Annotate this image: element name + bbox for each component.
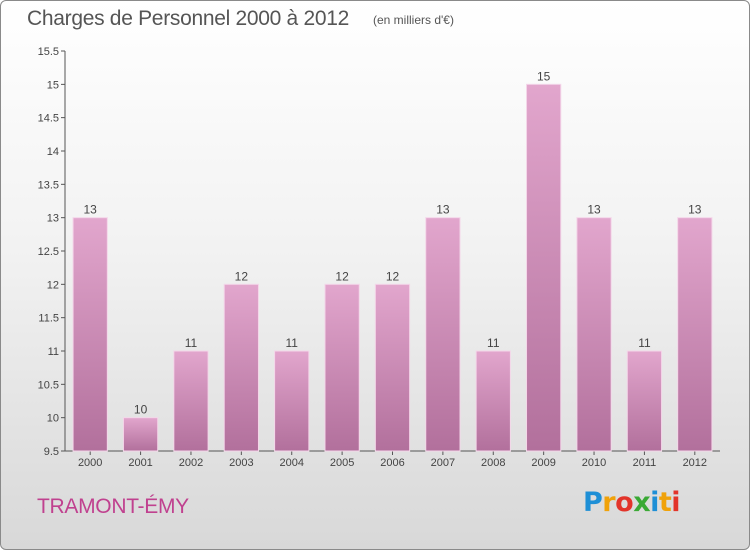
x-tick-label: 2012 (683, 457, 707, 469)
data-label: 15 (537, 69, 551, 83)
bar (626, 350, 663, 452)
bar (425, 217, 461, 452)
logo-letter: r (602, 487, 616, 518)
x-tick-label: 2004 (279, 457, 303, 469)
x-tick-label: 2010 (582, 457, 606, 469)
bar (223, 283, 259, 452)
y-tick-label: 14.5 (38, 113, 59, 125)
data-label: 13 (688, 203, 702, 217)
bar (526, 83, 562, 452)
bar (274, 350, 310, 452)
data-label: 11 (185, 336, 198, 350)
bar (122, 417, 159, 452)
logo-letter: x (633, 487, 651, 518)
bar (374, 283, 411, 452)
y-tick-label: 9.5 (44, 446, 59, 458)
x-tick-label: 2000 (78, 457, 102, 469)
y-tick-label: 13.5 (38, 179, 59, 191)
logo-letter: t (658, 487, 672, 518)
data-label: 11 (487, 336, 500, 350)
y-tick-label: 12.5 (38, 246, 59, 258)
y-tick-label: 10 (47, 413, 59, 425)
bar (677, 217, 713, 452)
logo-letter: i (650, 487, 659, 518)
chart-bars (72, 83, 713, 452)
y-tick-label: 13 (47, 213, 59, 225)
x-tick-label: 2006 (380, 457, 404, 469)
data-label: 13 (84, 203, 98, 217)
logo-letter: o (615, 487, 634, 518)
bar (324, 283, 360, 452)
chart-subtitle: (en milliers d'€) (373, 13, 454, 27)
y-tick-label: 11.5 (38, 313, 59, 325)
bar (576, 217, 612, 452)
x-tick-label: 2002 (179, 457, 203, 469)
y-tick-label: 11 (48, 346, 59, 358)
data-label: 12 (235, 269, 249, 283)
x-tick-label: 2007 (431, 457, 455, 469)
place-name: TRAMONT-ÉMY (37, 495, 189, 518)
bar (475, 350, 511, 452)
x-tick-label: 2005 (330, 457, 354, 469)
data-label: 12 (386, 269, 400, 283)
bar (72, 217, 108, 452)
y-tick-label: 14 (47, 146, 59, 158)
x-tick-label: 2008 (481, 457, 505, 469)
data-label: 10 (134, 403, 148, 417)
x-tick-label: 2003 (229, 457, 253, 469)
y-tick-label: 12 (47, 279, 59, 291)
data-label: 12 (335, 269, 349, 283)
y-tick-label: 15.5 (38, 46, 59, 58)
bar (173, 350, 209, 452)
x-tick-label: 2001 (128, 457, 152, 469)
logo-letter: i (671, 487, 681, 518)
x-tick-label: 2009 (531, 457, 555, 469)
proxiti-logo: Proxiti (583, 487, 681, 518)
y-tick-label: 15 (47, 79, 59, 91)
chart-title: Charges de Personnel 2000 à 2012 (27, 7, 349, 30)
data-label: 11 (638, 336, 651, 350)
logo-letter: P (583, 487, 603, 518)
y-tick-label: 10.5 (38, 379, 59, 391)
chart-labels: 2000 13 2001 10 2002 11 2003 12 2004 11 2005 12 2006… (78, 69, 707, 469)
data-label: 13 (436, 203, 450, 217)
x-tick-label: 2011 (633, 457, 657, 469)
data-label: 11 (285, 336, 298, 350)
data-label: 13 (587, 203, 601, 217)
